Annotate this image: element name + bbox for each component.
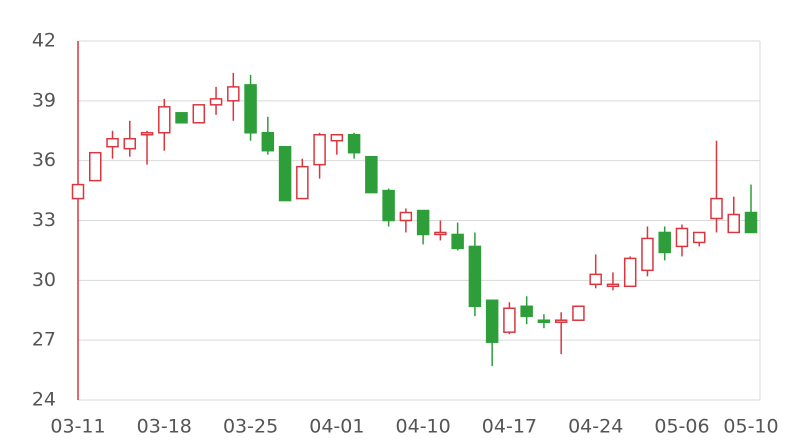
candle-body bbox=[330, 133, 344, 142]
x-tick-label: 04-17 bbox=[482, 416, 537, 438]
x-tick-label: 04-24 bbox=[568, 416, 623, 438]
candle-body bbox=[572, 305, 585, 321]
candle-body bbox=[278, 145, 292, 202]
candle-body bbox=[434, 231, 447, 236]
candle-body bbox=[192, 104, 206, 124]
candle-body bbox=[347, 133, 361, 154]
x-tick-label: 03-18 bbox=[137, 416, 192, 438]
candle-body bbox=[537, 319, 551, 323]
candle-body bbox=[520, 305, 533, 317]
candle-body bbox=[675, 227, 689, 248]
x-tick-label: 04-01 bbox=[309, 416, 364, 438]
y-tick-label: 42 bbox=[32, 30, 56, 52]
candle-body bbox=[399, 211, 413, 222]
candle-body bbox=[140, 131, 154, 136]
candle-body bbox=[261, 131, 275, 152]
candle-body bbox=[468, 245, 482, 308]
candle-body bbox=[554, 319, 568, 323]
candle-body bbox=[589, 273, 602, 286]
y-tick-label: 36 bbox=[32, 149, 56, 171]
candle-body bbox=[123, 137, 137, 150]
candle-body bbox=[106, 137, 119, 148]
y-tick-label: 39 bbox=[32, 89, 56, 111]
candle-body bbox=[451, 233, 464, 250]
candle-body bbox=[313, 133, 326, 166]
y-tick-label: 27 bbox=[32, 329, 56, 351]
candle-body bbox=[71, 183, 85, 200]
candle-body bbox=[175, 112, 188, 124]
x-tick-label: 03-25 bbox=[223, 416, 278, 438]
y-tick-label: 24 bbox=[32, 389, 56, 411]
candle-body bbox=[365, 155, 378, 194]
candle-body bbox=[89, 151, 102, 182]
x-tick-label: 04-10 bbox=[396, 416, 451, 438]
candle-body bbox=[244, 84, 257, 134]
candle-body bbox=[209, 98, 223, 106]
candle-body bbox=[744, 211, 758, 234]
candle-body bbox=[623, 257, 637, 288]
candle-body bbox=[382, 189, 395, 222]
y-tick-label: 30 bbox=[32, 269, 56, 291]
candle-body bbox=[296, 165, 309, 200]
candle-body bbox=[606, 283, 620, 288]
candle-body bbox=[158, 106, 171, 134]
x-tick-label: 05-10 bbox=[723, 416, 778, 438]
candle-body bbox=[227, 86, 240, 102]
x-tick-label: 03-11 bbox=[50, 416, 105, 438]
candle-body bbox=[692, 231, 706, 244]
candle-body bbox=[641, 237, 654, 272]
candle-body bbox=[710, 197, 723, 220]
y-tick-label: 33 bbox=[32, 209, 56, 231]
candle-body bbox=[416, 209, 430, 236]
x-tick-label: 05-06 bbox=[654, 416, 709, 438]
candle-body bbox=[658, 231, 671, 254]
candle-body bbox=[503, 307, 516, 333]
candle-body bbox=[727, 213, 740, 234]
candle-body bbox=[485, 299, 499, 343]
